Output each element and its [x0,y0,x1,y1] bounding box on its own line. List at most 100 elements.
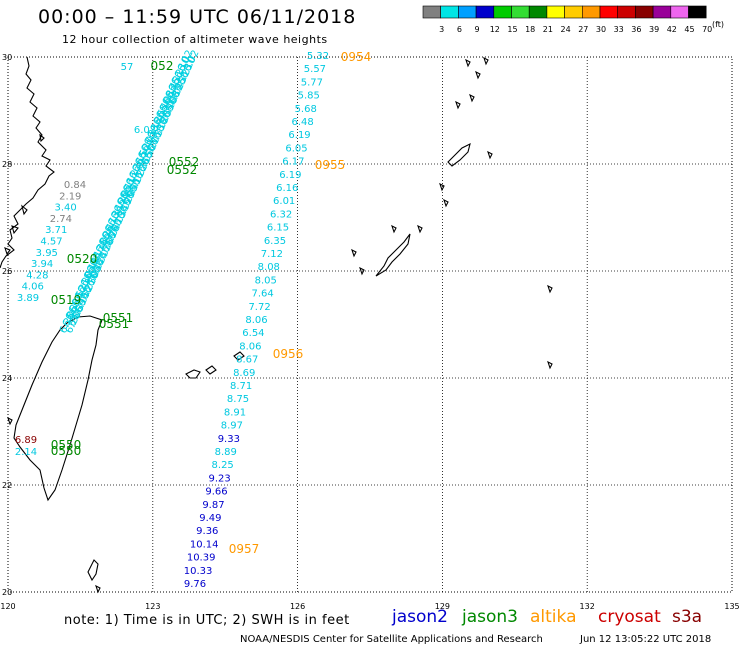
swh-value: 2.74 [50,214,72,225]
swh-value: 5.85 [298,91,320,102]
colorbar-tick-label: 6 [457,25,462,34]
swh-value: 9.66 [205,487,227,498]
swh-value: 5.77 [301,77,323,88]
swh-value: 8.75 [227,394,249,405]
swh-value: 8.25 [212,460,234,471]
swh-value: 6.35 [264,236,286,247]
swh-value: 6.01 [273,196,295,207]
swh-value: 57 [121,62,134,73]
swh-value: 9.23 [208,473,230,484]
swh-value: 3.71 [45,225,67,236]
yaeyama-islands [185,365,217,379]
colorbar-tick-label: 18 [525,25,535,34]
colorbar-swatch [688,5,707,19]
altimeter-map: 5.32 5.57 5.77 5.85 5.68 6.48 6.19 6.05 6.17 6.19… [0,48,740,610]
swh-value: 6.15 [267,223,289,234]
colorbar-tick-label: 24 [561,25,571,34]
small-islets [87,56,553,594]
colorbar-tick-label: 45 [684,25,694,34]
legend-jason2: jason2 [392,607,448,627]
china-coastline [0,56,55,269]
swh-value: 9.76 [184,579,206,590]
colorbar-tick-label: 42 [667,25,677,34]
colorbar-tick-label: 70 [702,25,712,34]
legend-s3a: s3a [672,607,703,627]
map-title: 00:00 – 11:59 UTC 06/11/2018 [38,6,357,28]
footer-credit: NOAA/NESDIS Center for Satellite Applica… [240,634,543,645]
time-label: 0550 [51,438,82,452]
longitude-label: 126 [290,602,305,610]
latitude-label: 26 [2,267,12,276]
time-label: 0520 [67,252,98,266]
swh-value: 7.64 [252,289,274,300]
time-label: 0550 [51,444,82,458]
swh-value: 4.28 [26,270,48,281]
swh-value: 6.54 [242,328,264,339]
time-label: 0552 [169,155,200,169]
longitude-label: 135 [724,602,739,610]
colorbar-tick-label: 15 [507,25,517,34]
swh-value: 8.67 [236,355,258,366]
swh-value: 3.95 [36,248,58,259]
legend-cryosat: cryosat [598,607,661,627]
colorbar-unit: (ft) [712,20,725,29]
swh-value: 2.19 [59,191,81,202]
time-label: 052 [151,59,174,73]
swh-value: 6.05 [285,143,307,154]
altimeter-tracks: 5.32 5.57 5.77 5.85 5.68 6.48 6.19 6.05 6.17 6.19… [15,48,371,590]
axis-labels: 120 123 126 129 132 135 30 28 26 24 22 20 [0,53,739,610]
swh-value: 10.33 [184,566,213,577]
okinawa-island [375,233,411,277]
latitude-label: 24 [2,374,12,383]
legend-jason3: jason3 [462,607,518,627]
swh-value: 9.49 [199,513,221,524]
swh-value: 2.14 [15,447,37,458]
time-label: 0956 [273,347,304,361]
map-frame [7,56,733,593]
colorbar-tick-label: 36 [631,25,641,34]
longitude-label: 123 [145,602,160,610]
colorbar-tick-label: 33 [614,25,624,34]
latitude-label: 22 [2,481,12,490]
longitude-label: 129 [435,602,450,610]
colorbar-tick-label: 21 [543,25,553,34]
colorbar-tick-label: 9 [475,25,480,34]
swh-value: 6.48 [291,117,313,128]
swh-value: 3.89 [17,293,39,304]
time-label: 0551 [99,317,130,331]
coastline [0,56,553,594]
swh-value: 4.06 [22,282,44,293]
swh-value: 6.16 [276,183,298,194]
swh-value: 3.94 [31,259,53,270]
legend-altika: altika [530,607,577,627]
swh-value: 9.87 [202,500,224,511]
swh-value: 8.69 [233,368,255,379]
swh-value: 3.40 [54,203,76,214]
swh-value: 8.91 [224,407,246,418]
latitude-label: 20 [2,588,12,597]
swh-value: 5.68 [295,104,317,115]
colorbar-tick-label: 12 [490,25,500,34]
swh-value: 9.33 [218,434,240,445]
time-label: 0954 [341,50,372,64]
swh-value: 6.19 [288,130,310,141]
swh-value: 0.84 [64,180,86,191]
swh-value: 6.17 [282,157,304,168]
miyako-island [233,351,245,361]
swh-value: 8.89 [215,447,237,458]
amami-island [447,142,471,167]
swh-value: 5.57 [304,64,326,75]
map-subtitle: 12 hour collection of altimeter wave hei… [62,33,328,46]
swh-value: 7.12 [261,249,283,260]
colorbar-tick-label: 3 [439,25,444,34]
swh-value: 4.57 [40,237,62,248]
swh-value: 8.71 [230,381,252,392]
lat-lon-grid [7,56,733,593]
time-label: 0552 [167,163,198,177]
colorbar-tick-label: 39 [649,25,659,34]
time-label: 0955 [315,158,346,172]
taiwan-coastline [13,315,103,502]
footer-note: note: 1) Time is in UTC; 2) SWH is in fe… [64,613,350,628]
swh-value: 10.14 [190,539,219,550]
swh-value: 5.32 [307,51,329,62]
